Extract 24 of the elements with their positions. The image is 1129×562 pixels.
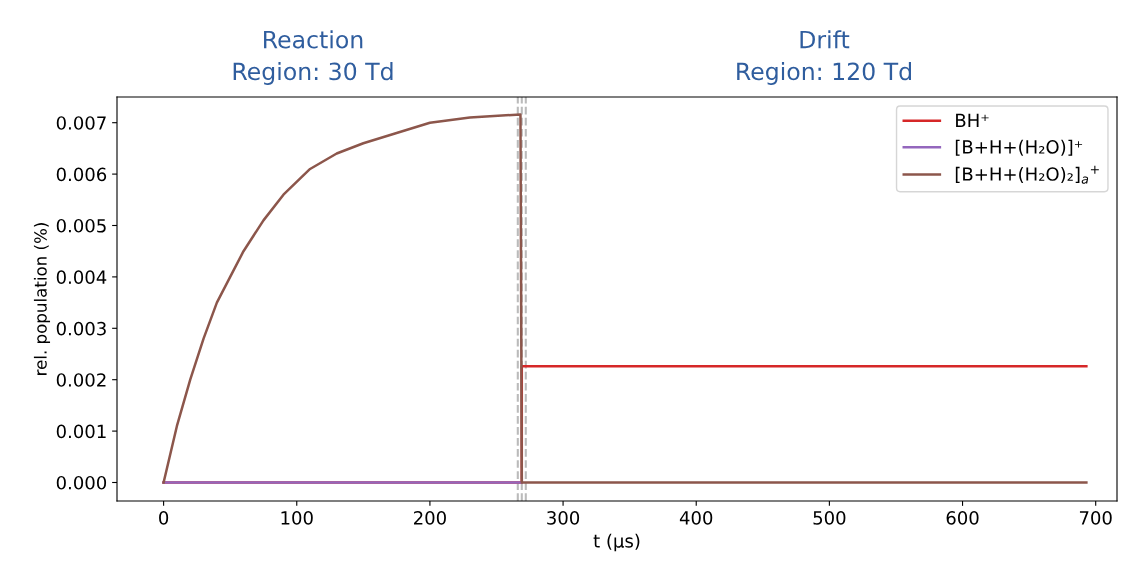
y-tick-label: 0.000: [56, 475, 107, 490]
text: Drift Region: 120 Td: [737, 30, 911, 85]
legend-label: [B+H+(H₂O)₂]$_{a}$$^{+}$: [955, 165, 1099, 184]
text: Reaction Region: 30 Td: [233, 30, 393, 85]
y-tick-label: 0.006: [56, 167, 107, 182]
y-tick-label: 0.002: [56, 373, 106, 387]
x-tick-label: 500: [813, 511, 846, 525]
y-tick-label: 0.004: [56, 270, 107, 285]
y-tick-label: 0.007: [56, 116, 106, 130]
x-tick-label: 200: [414, 511, 446, 525]
x-tick-label: 0: [159, 511, 169, 525]
y-tick-label: 0.005: [56, 218, 106, 233]
x-tick-label: 400: [679, 511, 713, 525]
line-series: [162, 113, 1088, 484]
x-axis-title: t (μs): [593, 533, 640, 552]
y-axis-title: rel. population (%): [33, 223, 51, 375]
x-tick-label: 300: [547, 511, 580, 525]
y-tick-label: 0.001: [56, 424, 106, 439]
y-tick-label: 0.003: [56, 321, 106, 336]
legend-label: [B+H+(H₂O)]⁺: [955, 139, 1083, 156]
x-tick-label: 600: [946, 511, 979, 525]
legend-label: BH⁺: [956, 113, 989, 127]
x-tick-label: 100: [281, 511, 313, 525]
x-tick-label: 700: [1079, 511, 1112, 525]
